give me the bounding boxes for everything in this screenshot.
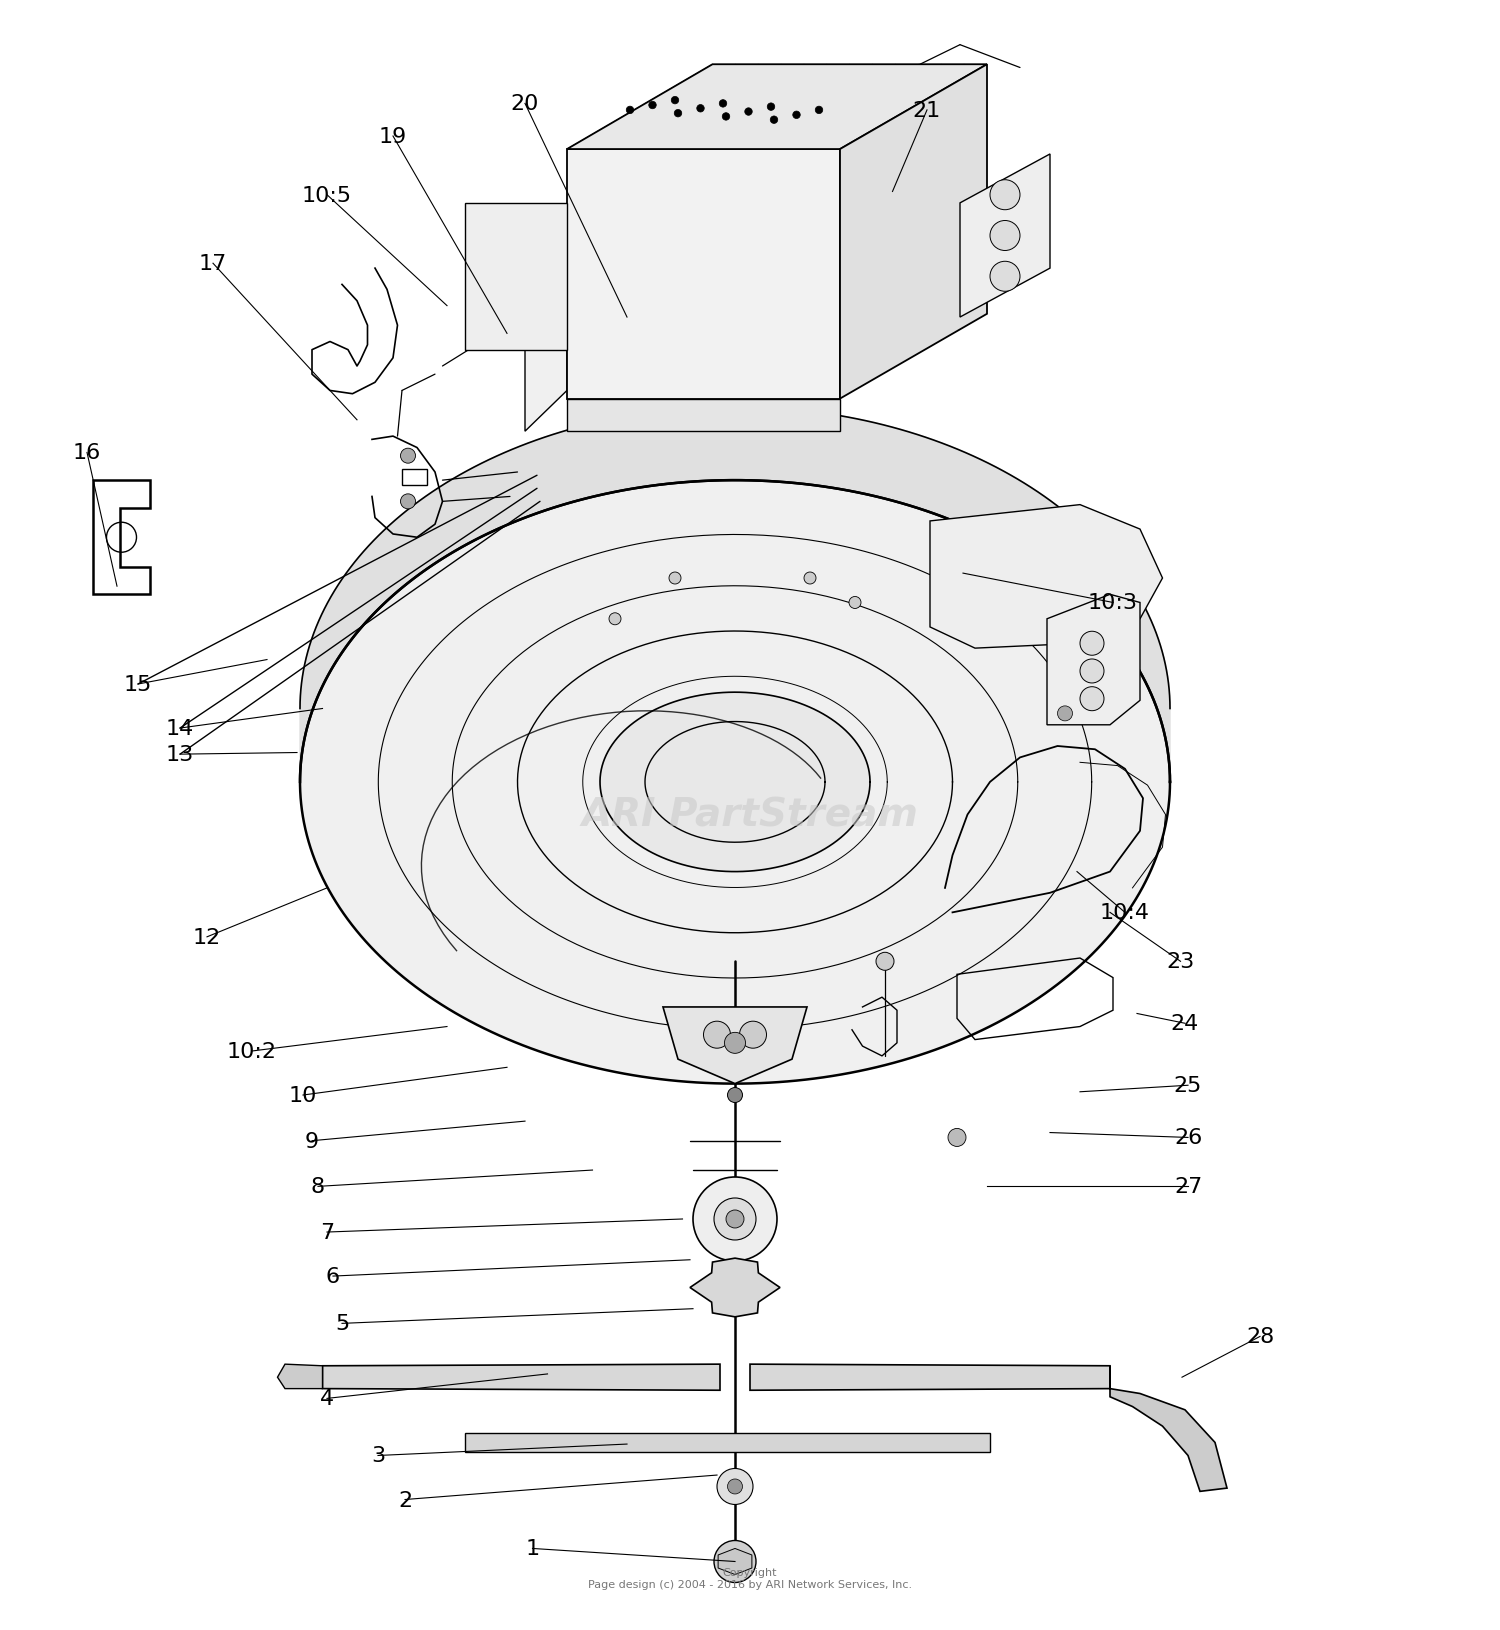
Polygon shape xyxy=(600,693,870,872)
Polygon shape xyxy=(1110,1366,1227,1491)
Circle shape xyxy=(804,572,816,585)
Polygon shape xyxy=(278,1364,322,1389)
Circle shape xyxy=(728,1087,742,1104)
Polygon shape xyxy=(465,204,567,350)
Polygon shape xyxy=(663,1007,807,1084)
Polygon shape xyxy=(840,65,987,399)
Text: 10:5: 10:5 xyxy=(302,186,352,205)
Text: Copyright
Page design (c) 2004 - 2016 by ARI Network Services, Inc.: Copyright Page design (c) 2004 - 2016 by… xyxy=(588,1566,912,1589)
Polygon shape xyxy=(300,408,1170,782)
Text: 10:3: 10:3 xyxy=(1088,593,1138,613)
Text: 23: 23 xyxy=(1167,952,1194,971)
Polygon shape xyxy=(690,1258,780,1317)
Text: 20: 20 xyxy=(512,95,538,114)
Text: 14: 14 xyxy=(166,719,194,738)
Text: 2: 2 xyxy=(398,1490,412,1509)
Circle shape xyxy=(648,103,657,109)
Circle shape xyxy=(990,181,1020,210)
Circle shape xyxy=(1080,660,1104,683)
Polygon shape xyxy=(567,150,840,399)
Text: 26: 26 xyxy=(1174,1128,1202,1148)
Circle shape xyxy=(792,112,801,119)
Circle shape xyxy=(714,1540,756,1583)
Text: 15: 15 xyxy=(124,675,152,694)
Text: 16: 16 xyxy=(74,443,100,463)
Circle shape xyxy=(724,1033,746,1053)
Circle shape xyxy=(740,1022,766,1048)
Text: 5: 5 xyxy=(334,1314,350,1333)
Text: 4: 4 xyxy=(320,1389,334,1408)
Text: 13: 13 xyxy=(166,745,194,764)
Text: 8: 8 xyxy=(310,1177,326,1196)
Text: 3: 3 xyxy=(370,1446,386,1465)
Text: 28: 28 xyxy=(1246,1327,1274,1346)
Polygon shape xyxy=(525,212,567,432)
Polygon shape xyxy=(750,1364,1110,1390)
Polygon shape xyxy=(718,1548,752,1575)
Circle shape xyxy=(714,1198,756,1240)
Text: 1: 1 xyxy=(525,1539,540,1558)
Circle shape xyxy=(723,114,729,121)
Circle shape xyxy=(744,109,752,116)
Circle shape xyxy=(696,106,705,112)
Text: 24: 24 xyxy=(1172,1014,1198,1033)
Circle shape xyxy=(948,1128,966,1148)
Circle shape xyxy=(669,572,681,585)
Polygon shape xyxy=(322,1364,720,1390)
Polygon shape xyxy=(1047,595,1140,725)
Polygon shape xyxy=(567,399,840,432)
Polygon shape xyxy=(930,505,1162,649)
Polygon shape xyxy=(465,1433,990,1452)
Circle shape xyxy=(990,222,1020,251)
Text: 10: 10 xyxy=(290,1086,316,1105)
Circle shape xyxy=(717,1469,753,1504)
Text: 19: 19 xyxy=(380,127,406,147)
Circle shape xyxy=(704,1022,730,1048)
Circle shape xyxy=(728,1478,742,1495)
Circle shape xyxy=(876,952,894,971)
Circle shape xyxy=(771,117,777,124)
Circle shape xyxy=(1080,632,1104,655)
Text: 21: 21 xyxy=(914,101,940,121)
Polygon shape xyxy=(960,155,1050,318)
Circle shape xyxy=(693,1177,777,1262)
Text: 25: 25 xyxy=(1174,1076,1202,1095)
Polygon shape xyxy=(567,65,987,150)
Circle shape xyxy=(400,494,416,510)
Text: 12: 12 xyxy=(194,927,220,947)
Circle shape xyxy=(670,98,678,104)
Circle shape xyxy=(674,111,681,117)
Circle shape xyxy=(720,101,726,108)
Text: 7: 7 xyxy=(320,1222,334,1242)
Circle shape xyxy=(849,597,861,610)
Circle shape xyxy=(609,613,621,626)
Text: ARI PartStream: ARI PartStream xyxy=(582,795,918,835)
Text: 10:2: 10:2 xyxy=(226,1042,278,1061)
Circle shape xyxy=(726,1209,744,1229)
Text: 27: 27 xyxy=(1174,1177,1202,1196)
Text: 9: 9 xyxy=(304,1131,320,1151)
Text: 17: 17 xyxy=(200,254,226,274)
Circle shape xyxy=(1058,706,1072,722)
Circle shape xyxy=(816,108,824,114)
Text: 6: 6 xyxy=(326,1267,340,1286)
Polygon shape xyxy=(300,481,1170,1084)
Text: 10:4: 10:4 xyxy=(1100,903,1150,923)
Circle shape xyxy=(990,262,1020,292)
Circle shape xyxy=(400,448,416,465)
Circle shape xyxy=(1080,688,1104,711)
Circle shape xyxy=(627,108,633,114)
Circle shape xyxy=(766,104,774,111)
